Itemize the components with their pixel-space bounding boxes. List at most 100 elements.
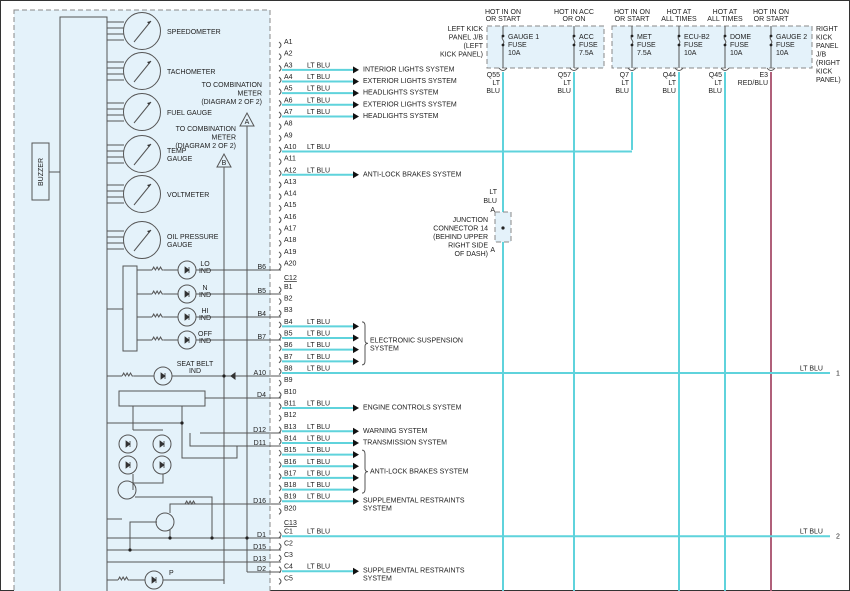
wire-color-label: LT BLU	[307, 354, 330, 361]
pin-label: B1	[284, 284, 293, 291]
gauge-label: TACHOMETER	[167, 69, 215, 76]
destination-label: SYSTEM	[363, 506, 392, 513]
fuse-name: GAUGE 1	[508, 34, 539, 41]
pin-label: A8	[284, 121, 293, 128]
pin-label: A12	[284, 167, 297, 174]
pin-label: A2	[284, 51, 293, 58]
warning-led-led-icon	[159, 440, 165, 448]
pin-label: B13	[284, 424, 297, 431]
pin-terminal-icon	[278, 251, 282, 259]
pin-terminal-icon	[278, 344, 282, 352]
arrow-icon	[353, 567, 359, 575]
gauge-needle-icon	[133, 20, 152, 43]
group-label: SYSTEM	[370, 345, 399, 352]
pin-label: B17	[284, 470, 297, 477]
right-jb-label: KICK	[816, 35, 833, 42]
junction-label: OF DASH)	[455, 251, 488, 258]
arrow-icon	[353, 112, 359, 120]
offpage-symbol: A	[245, 119, 250, 126]
wire-color-label: LT BLU	[307, 424, 330, 431]
fuse-name: DOME	[730, 34, 751, 41]
pin-terminal-icon	[278, 123, 282, 131]
resistor-icon	[151, 312, 164, 319]
wire-color-label: BLU	[483, 198, 497, 205]
indicator-label: IND	[199, 338, 211, 345]
internal-pin-label: D15	[253, 544, 266, 551]
destination-label: TRANSMISSION SYSTEM	[363, 439, 447, 446]
arrow-icon	[353, 322, 359, 330]
junction-label: JUNCTION	[453, 217, 488, 224]
arrow-icon	[353, 462, 359, 470]
wire-color-label: BLU	[557, 88, 571, 95]
fuse-name: GAUGE 2	[776, 34, 807, 41]
pin-terminal-icon	[278, 554, 282, 562]
pin-label: A5	[284, 86, 293, 93]
dot	[677, 34, 681, 38]
pin-terminal-icon	[278, 181, 282, 189]
wire-color-label: LT BLU	[307, 482, 330, 489]
pin-label: B10	[284, 389, 297, 396]
wire-color-label: RED/BLU	[738, 80, 768, 87]
arrow-icon	[353, 346, 359, 354]
pin-terminal-icon	[278, 228, 282, 235]
circuit-label: Q57	[558, 72, 571, 79]
wire-color-label: LT BLU	[307, 470, 330, 477]
pin-terminal-icon	[278, 496, 282, 504]
wire-color-label: LT BLU	[800, 365, 823, 372]
gauge-needle-tip	[147, 61, 151, 64]
circuit-label: Q44	[663, 72, 676, 79]
gauge-4-dial	[123, 175, 161, 213]
warning-led-led-icon	[125, 461, 131, 469]
pin-terminal-icon	[278, 321, 282, 329]
left-jb-label: PANEL J/B	[449, 35, 484, 42]
arrow-icon	[353, 171, 359, 179]
pin-terminal-icon	[278, 379, 282, 387]
pin-terminal-icon	[278, 542, 282, 550]
wire-color-label: BLU	[708, 88, 722, 95]
dot	[501, 226, 505, 230]
junction-pin-label: A	[490, 207, 495, 214]
circuit-label: Q45	[709, 72, 722, 79]
pin-label: A16	[284, 214, 297, 221]
circuit-label: Q7	[620, 72, 629, 79]
pin-terminal-icon	[278, 438, 282, 445]
wire-color-label: LT BLU	[307, 447, 330, 454]
gauge-1-dial	[123, 52, 161, 90]
resistor-icon	[151, 265, 164, 272]
pin-label: A6	[284, 97, 293, 104]
right-jb-label: RIGHT	[816, 26, 839, 33]
pin-label: B20	[284, 505, 297, 512]
pin-label: B7	[284, 354, 293, 361]
pin-label: C3	[284, 552, 293, 559]
offpage-reference-label: (DIAGRAM 2 OF 2)	[175, 143, 236, 150]
wire-color-label: LT	[492, 80, 500, 87]
pin-label: B16	[284, 459, 297, 466]
indicator-led-icon	[184, 336, 190, 344]
wire-color-label: LT	[714, 80, 722, 87]
wire-color-label: LT BLU	[307, 144, 330, 151]
wire-color-label: BLU	[662, 88, 676, 95]
offpage-reference-label: METER	[238, 91, 263, 98]
fuse-type: FUSE	[508, 42, 527, 49]
wire-color-label: LT BLU	[307, 167, 330, 174]
pin-label: A10	[284, 144, 297, 151]
offpage-reference-label: TO COMBINATION	[176, 126, 236, 133]
offpage-reference-label: METER	[212, 135, 237, 142]
gauge-label: FUEL GAUGE	[167, 110, 212, 117]
continuation-ref: 1	[836, 370, 840, 377]
pin-terminal-icon	[278, 216, 282, 224]
internal-pin-label: D16	[253, 498, 266, 505]
warning-led-led-icon	[125, 440, 131, 448]
pin-terminal-icon	[278, 333, 282, 340]
destination-label: SYSTEM	[363, 576, 392, 583]
pin-label: A1	[284, 39, 293, 46]
continuation-ref: 2	[836, 534, 840, 541]
pin-terminal-icon	[278, 53, 282, 61]
gauge-needle-tip	[147, 230, 151, 233]
seat-belt-label: IND	[189, 368, 201, 375]
pin-label: B15	[284, 447, 297, 454]
pin-terminal-icon	[278, 391, 282, 399]
destination-label: EXTERIOR LIGHTS SYSTEM	[363, 78, 457, 85]
junction-dot	[180, 421, 184, 425]
transistor-leads	[107, 496, 213, 550]
